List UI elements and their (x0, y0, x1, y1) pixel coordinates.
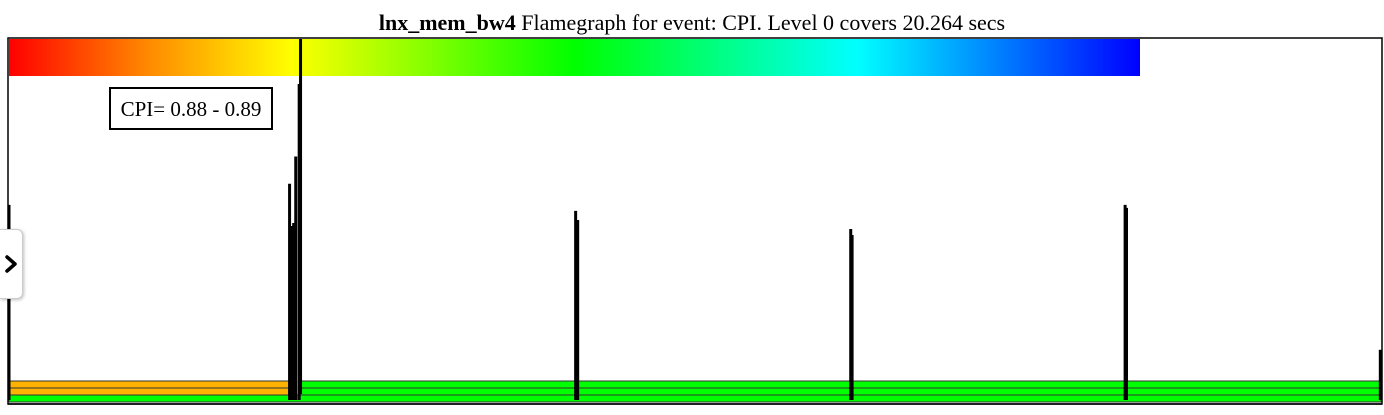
tooltip-text: CPI= 0.88 - 0.89 (121, 97, 262, 121)
level-band[interactable] (8, 394, 1382, 403)
level-band[interactable] (300, 380, 1382, 389)
level-band[interactable] (8, 380, 292, 389)
level-band[interactable] (8, 387, 292, 396)
level-band[interactable] (300, 387, 1382, 396)
chevron-right-icon (4, 255, 18, 273)
title-text: Flamegraph for event: CPI. Level 0 cover… (521, 10, 1006, 35)
tooltip-box (109, 87, 273, 130)
level-bands (8, 380, 1382, 403)
page-title: lnx_mem_bw4 Flamegraph for event: CPI. L… (0, 10, 1384, 36)
color-scale-bar (9, 39, 1140, 76)
cpi-tooltip: CPI= 0.88 - 0.89 (109, 87, 273, 130)
side-panel-toggle-button[interactable] (0, 229, 23, 299)
app-name: lnx_mem_bw4 (378, 10, 516, 35)
